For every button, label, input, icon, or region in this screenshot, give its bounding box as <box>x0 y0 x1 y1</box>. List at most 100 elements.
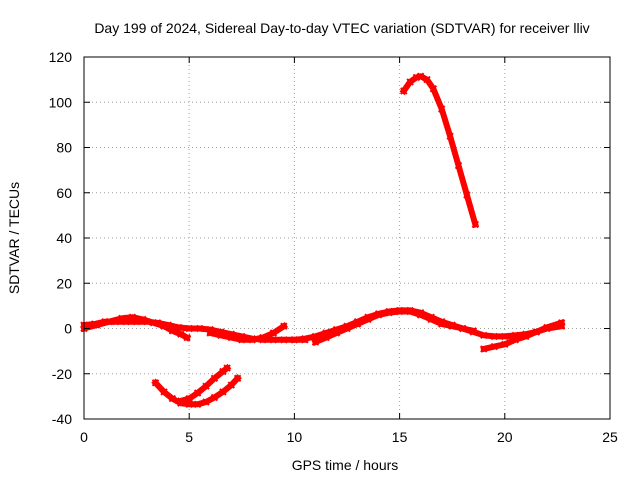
data-point <box>160 388 168 396</box>
data-point <box>423 75 431 84</box>
data-point <box>168 394 177 403</box>
data-point <box>151 379 160 387</box>
data-point <box>177 397 185 405</box>
data-point <box>177 330 185 338</box>
data-point <box>248 336 257 344</box>
data-point <box>374 311 383 319</box>
data-point <box>269 336 278 344</box>
data-point <box>227 333 236 342</box>
series-line <box>311 308 477 347</box>
data-point <box>406 78 414 86</box>
data-point <box>210 393 219 402</box>
data-point <box>332 329 341 337</box>
data-point <box>463 191 471 199</box>
data-point <box>543 323 551 332</box>
data-point <box>223 364 231 372</box>
y-axis-label: SDTVAR / TECUs <box>6 182 22 294</box>
data-point <box>532 328 541 336</box>
data-point <box>416 72 425 80</box>
data-point <box>238 336 246 344</box>
data-point <box>469 327 477 335</box>
data-point <box>429 84 438 93</box>
series-track-g <box>151 374 242 409</box>
data-point <box>454 161 463 170</box>
y-tick-label: 20 <box>56 275 72 291</box>
x-tick-label: 20 <box>497 429 513 445</box>
data-point <box>101 317 109 326</box>
grid-lines <box>84 57 610 419</box>
data-point <box>437 105 446 113</box>
data-point <box>185 324 193 333</box>
series-track-f <box>480 319 566 353</box>
data-point <box>164 321 172 329</box>
data-point <box>448 322 456 330</box>
x-tick-label: 25 <box>602 429 618 445</box>
data-point <box>490 332 499 341</box>
data-point <box>202 398 210 406</box>
data-point <box>437 320 446 328</box>
data-point <box>400 87 408 95</box>
data-point <box>557 319 566 327</box>
data-point <box>501 332 509 341</box>
data-point <box>446 132 454 140</box>
data-point <box>185 394 193 403</box>
data-point <box>259 333 267 342</box>
data-point <box>90 320 99 328</box>
data-point <box>280 336 288 344</box>
data-point <box>301 334 309 343</box>
data-point <box>111 317 120 326</box>
data-series <box>80 72 566 409</box>
series-track-c <box>206 322 289 344</box>
data-point <box>202 382 210 390</box>
series-track-h <box>177 363 232 405</box>
data-point <box>183 333 191 342</box>
series-line <box>80 318 308 343</box>
data-point <box>217 331 225 340</box>
data-point <box>471 220 480 229</box>
y-tick-label: 80 <box>56 140 72 156</box>
x-tick-label: 0 <box>80 429 88 445</box>
x-tick-label: 10 <box>287 429 303 445</box>
y-tick-label: 120 <box>49 49 73 65</box>
x-tick-label: 5 <box>185 429 193 445</box>
data-point <box>153 319 162 327</box>
data-point <box>406 307 414 316</box>
data-point <box>227 381 236 389</box>
data-point <box>522 332 530 341</box>
data-point <box>233 374 242 383</box>
series-track-e <box>311 307 477 347</box>
data-point <box>490 342 499 351</box>
data-point <box>395 307 404 316</box>
y-tick-label: 60 <box>56 185 72 201</box>
y-tick-label: -20 <box>52 366 72 382</box>
chart-title: Day 199 of 2024, Sidereal Day-to-day VTE… <box>94 20 589 36</box>
y-tick-label: 100 <box>49 94 73 110</box>
data-point <box>290 336 299 344</box>
data-point <box>195 324 204 333</box>
data-point <box>427 315 435 324</box>
data-point <box>174 323 183 332</box>
data-point <box>501 340 509 349</box>
axis-ticks: 0 5 10 15 20 25 -40 -20 0 20 40 60 80 100 120 <box>49 49 618 445</box>
data-point <box>343 324 351 333</box>
data-point <box>385 308 393 317</box>
data-point <box>193 400 202 409</box>
data-point <box>311 338 320 346</box>
data-point <box>193 389 202 397</box>
data-point <box>122 317 130 326</box>
data-point <box>269 329 278 337</box>
series-track-i <box>399 72 480 229</box>
data-point <box>458 324 467 333</box>
data-point <box>143 317 151 326</box>
data-point <box>353 320 362 328</box>
data-point <box>416 311 425 319</box>
data-point <box>480 331 488 340</box>
data-point <box>364 315 372 324</box>
y-tick-label: -40 <box>52 411 72 427</box>
y-tick-label: 0 <box>64 321 72 337</box>
data-point <box>511 336 520 344</box>
x-axis-label: GPS time / hours <box>292 457 399 473</box>
data-point <box>280 322 288 330</box>
